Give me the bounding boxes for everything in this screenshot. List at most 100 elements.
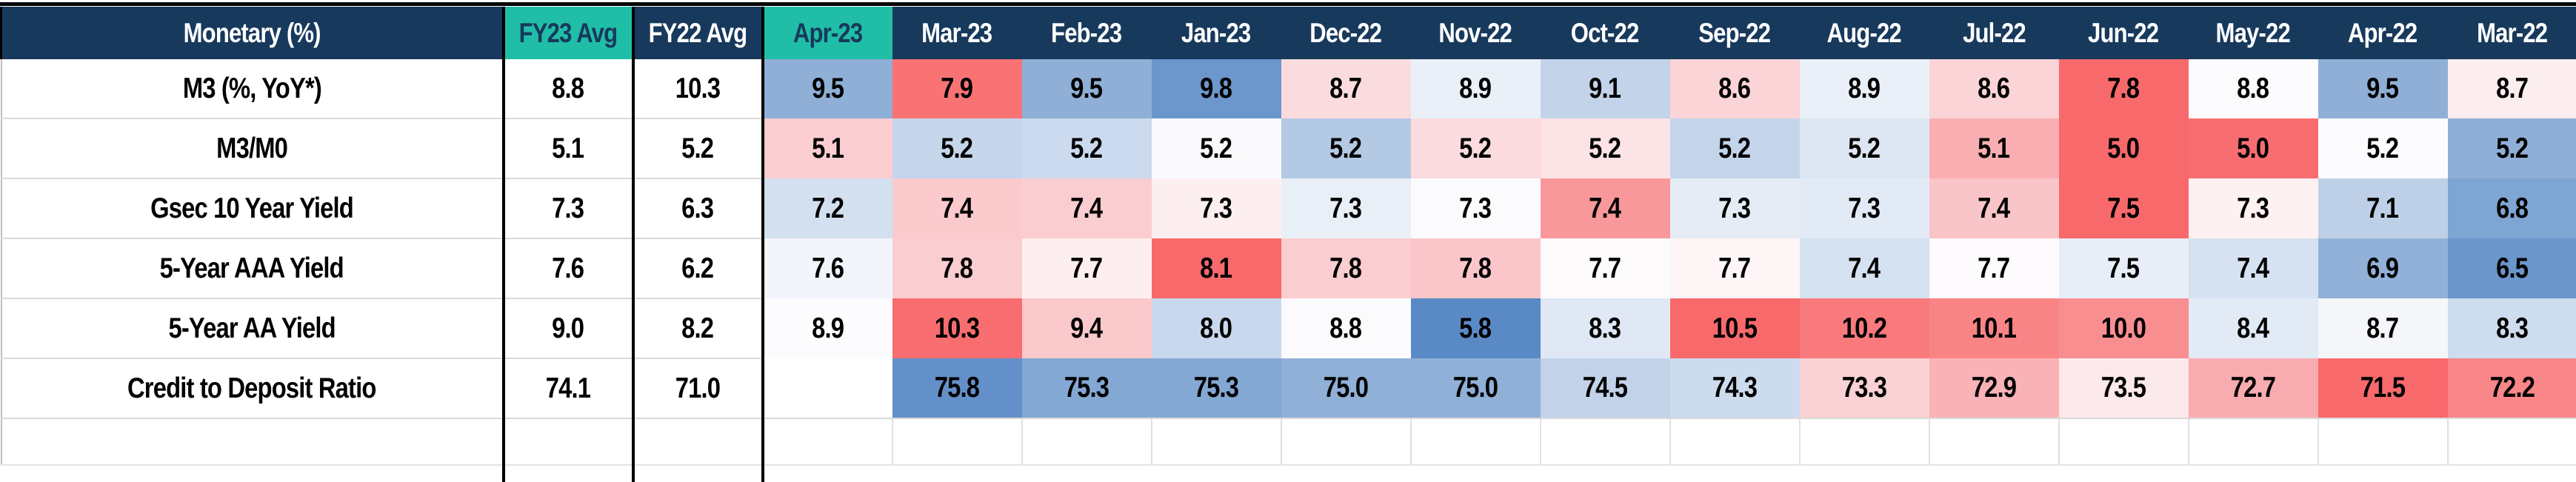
empty-cell[interactable] [1022,418,1152,465]
heatmap-cell[interactable]: 7.7 [1541,238,1670,298]
empty-cell[interactable] [2189,418,2318,465]
heatmap-cell[interactable]: 7.9 [892,59,1022,118]
heatmap-cell[interactable]: 8.7 [2318,298,2448,358]
heatmap-cell[interactable]: 8.9 [1800,59,1929,118]
heatmap-cell[interactable]: 7.2 [763,178,892,238]
fy22-avg-cell[interactable]: 6.2 [633,238,763,298]
heatmap-cell[interactable]: 5.2 [2318,118,2448,178]
heatmap-cell[interactable]: 7.3 [1800,178,1929,238]
heatmap-cell[interactable]: 9.5 [1022,59,1152,118]
column-header-jun-22[interactable]: Jun-22 [2059,7,2189,59]
empty-cell[interactable] [1411,465,1541,482]
heatmap-cell[interactable]: 5.8 [1411,298,1541,358]
heatmap-cell[interactable]: 8.4 [2189,298,2318,358]
heatmap-cell[interactable]: 10.2 [1800,298,1929,358]
empty-cell[interactable] [2448,418,2576,465]
heatmap-cell[interactable]: 7.3 [1670,178,1800,238]
fy23-avg-cell[interactable]: 7.3 [504,178,633,238]
heatmap-cell[interactable]: 8.1 [1152,238,1281,298]
heatmap-cell[interactable]: 7.1 [2318,178,2448,238]
empty-cell[interactable] [1541,465,1670,482]
empty-cell[interactable] [1281,418,1411,465]
column-header-nov-22[interactable]: Nov-22 [1411,7,1541,59]
heatmap-cell[interactable]: 8.9 [763,298,892,358]
fy23-avg-cell[interactable]: 74.1 [504,358,633,418]
column-header-feb-23[interactable]: Feb-23 [1022,7,1152,59]
heatmap-cell[interactable]: 7.7 [1670,238,1800,298]
heatmap-cell[interactable]: 75.8 [892,358,1022,418]
heatmap-cell[interactable]: 8.6 [1929,59,2059,118]
heatmap-cell[interactable]: 5.2 [1670,118,1800,178]
heatmap-cell[interactable]: 74.3 [1670,358,1800,418]
heatmap-cell[interactable]: 5.2 [1281,118,1411,178]
row-label[interactable]: Credit to Deposit Ratio [1,358,504,418]
heatmap-cell[interactable]: 8.8 [2189,59,2318,118]
heatmap-cell[interactable]: 5.2 [1022,118,1152,178]
heatmap-cell[interactable]: 5.2 [892,118,1022,178]
column-header-dec-22[interactable]: Dec-22 [1281,7,1411,59]
empty-cell[interactable] [1,465,504,482]
empty-cell[interactable] [1670,418,1800,465]
heatmap-cell[interactable]: 5.2 [2448,118,2576,178]
heatmap-cell[interactable]: 8.0 [1152,298,1281,358]
heatmap-cell[interactable] [763,358,892,418]
heatmap-cell[interactable]: 9.1 [1541,59,1670,118]
empty-cell[interactable] [892,418,1022,465]
row-label[interactable]: Gsec 10 Year Yield [1,178,504,238]
fy22-avg-cell[interactable]: 10.3 [633,59,763,118]
heatmap-cell[interactable]: 8.6 [1670,59,1800,118]
empty-cell[interactable] [1800,418,1929,465]
heatmap-cell[interactable]: 75.0 [1411,358,1541,418]
heatmap-cell[interactable]: 72.9 [1929,358,2059,418]
row-label[interactable]: 5-Year AA Yield [1,298,504,358]
empty-cell[interactable] [763,418,892,465]
column-header-fy23-avg[interactable]: FY23 Avg [504,7,633,59]
heatmap-cell[interactable]: 7.7 [1022,238,1152,298]
heatmap-cell[interactable]: 9.5 [2318,59,2448,118]
empty-cell[interactable] [2189,465,2318,482]
fy23-avg-cell[interactable]: 7.6 [504,238,633,298]
column-header-apr-22[interactable]: Apr-22 [2318,7,2448,59]
heatmap-cell[interactable]: 72.2 [2448,358,2576,418]
fy22-avg-cell[interactable]: 6.3 [633,178,763,238]
row-label[interactable]: M3/M0 [1,118,504,178]
empty-cell[interactable] [1152,418,1281,465]
heatmap-cell[interactable]: 5.1 [1929,118,2059,178]
heatmap-cell[interactable]: 8.7 [1281,59,1411,118]
empty-cell[interactable] [892,465,1022,482]
heatmap-cell[interactable]: 7.8 [1411,238,1541,298]
heatmap-cell[interactable]: 10.0 [2059,298,2189,358]
heatmap-cell[interactable]: 8.7 [2448,59,2576,118]
empty-cell[interactable] [1670,465,1800,482]
empty-cell[interactable] [1152,465,1281,482]
heatmap-cell[interactable]: 73.3 [1800,358,1929,418]
heatmap-cell[interactable]: 7.4 [1541,178,1670,238]
fy22-avg-cell[interactable]: 8.2 [633,298,763,358]
heatmap-cell[interactable]: 6.5 [2448,238,2576,298]
heatmap-cell[interactable]: 7.6 [763,238,892,298]
row-label[interactable]: M3 (%, YoY*) [1,59,504,118]
column-header-aug-22[interactable]: Aug-22 [1800,7,1929,59]
heatmap-cell[interactable]: 7.4 [2189,238,2318,298]
heatmap-cell[interactable]: 75.0 [1281,358,1411,418]
fy22-avg-cell[interactable]: 71.0 [633,358,763,418]
heatmap-cell[interactable]: 7.4 [1800,238,1929,298]
fy22-avg-cell[interactable]: 5.2 [633,118,763,178]
heatmap-cell[interactable]: 73.5 [2059,358,2189,418]
heatmap-cell[interactable]: 7.4 [1929,178,2059,238]
column-header-jan-23[interactable]: Jan-23 [1152,7,1281,59]
heatmap-cell[interactable]: 5.2 [1541,118,1670,178]
empty-cell[interactable] [1411,418,1541,465]
empty-cell[interactable] [633,418,763,465]
heatmap-cell[interactable]: 7.8 [1281,238,1411,298]
column-header-sep-22[interactable]: Sep-22 [1670,7,1800,59]
empty-cell[interactable] [1929,418,2059,465]
empty-cell[interactable] [763,465,892,482]
heatmap-cell[interactable]: 7.3 [1152,178,1281,238]
column-header-mar-23[interactable]: Mar-23 [892,7,1022,59]
heatmap-cell[interactable]: 6.9 [2318,238,2448,298]
empty-cell[interactable] [1929,465,2059,482]
heatmap-cell[interactable]: 5.0 [2189,118,2318,178]
heatmap-cell[interactable]: 75.3 [1022,358,1152,418]
empty-cell[interactable] [504,465,633,482]
